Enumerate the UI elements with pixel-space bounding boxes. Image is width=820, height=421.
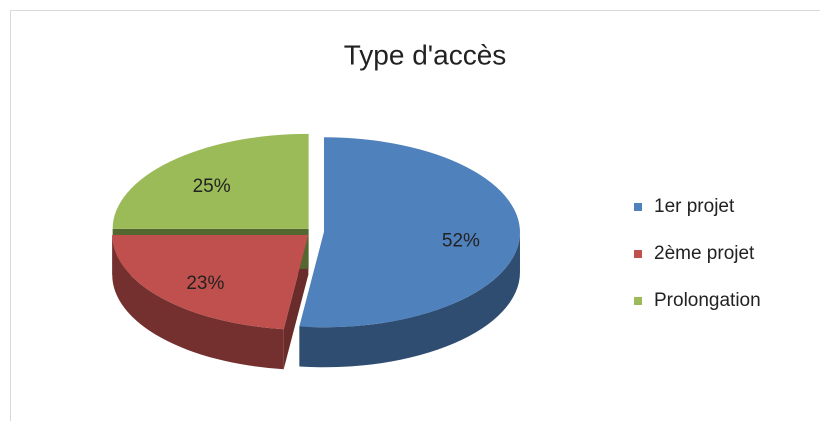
slice bbox=[299, 137, 520, 328]
legend-label: 1er projet bbox=[654, 196, 735, 217]
chart-border bbox=[10, 10, 820, 421]
slice-side bbox=[299, 232, 520, 368]
legend-marker bbox=[634, 203, 642, 211]
legend-marker bbox=[634, 297, 642, 305]
data-label: 23% bbox=[186, 273, 224, 294]
chart-title: Type d'accès bbox=[344, 39, 507, 70]
slice bbox=[112, 234, 309, 330]
data-label: 25% bbox=[193, 176, 231, 197]
legend-marker bbox=[634, 250, 642, 258]
legend-label: Prolongation bbox=[654, 290, 761, 311]
legend-label: 2ème projet bbox=[654, 243, 755, 264]
slice bbox=[112, 133, 309, 229]
slice-side bbox=[112, 234, 284, 370]
data-label: 52% bbox=[442, 230, 480, 251]
